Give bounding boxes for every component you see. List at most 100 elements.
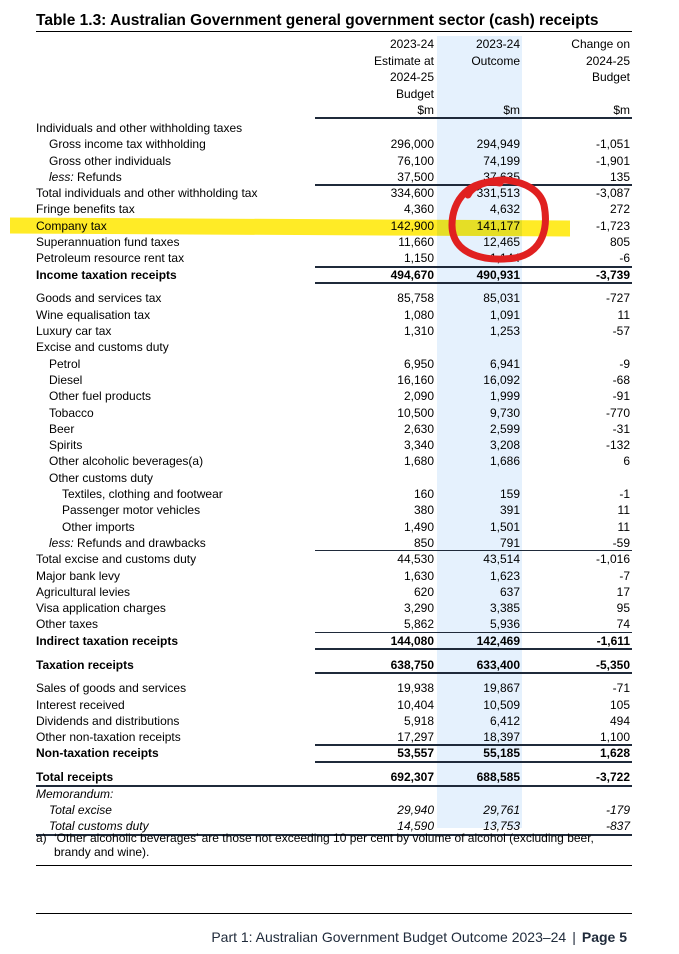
cell-outcome: 16,092 (483, 372, 520, 387)
cell-estimate: 638,750 (390, 657, 434, 672)
header-line: 2023-24 (389, 37, 434, 51)
cell-change: -770 (605, 405, 630, 420)
row-label: Total excise and customs duty (36, 551, 196, 567)
table-header: 2023-24 Estimate at 2024-25 Budget $m 20… (36, 36, 632, 119)
cell-outcome: 331,513 (476, 186, 520, 201)
row-label: Textiles, clothing and footwear (62, 486, 223, 502)
row-label-text: Non-taxation receipts (36, 746, 159, 761)
cell-change: 6 (623, 454, 630, 469)
cell-estimate: 334,600 (390, 186, 434, 201)
table-row: Diesel 16,160 16,092 -68 (36, 372, 632, 388)
row-label: Diesel (49, 372, 82, 388)
cell-change: -837 (605, 819, 630, 834)
row-label-text: Spirits (49, 438, 83, 453)
cell-estimate: 1,310 (403, 324, 434, 339)
cell-outcome: 294,949 (476, 137, 520, 152)
cell-outcome: 1,623 (489, 568, 520, 583)
cell-outcome: 633,400 (476, 657, 520, 672)
table-rule (315, 760, 632, 763)
row-label-text: Luxury car tax (36, 324, 112, 339)
cell-outcome: 1,501 (489, 519, 520, 534)
cell-change: 95 (616, 601, 630, 616)
cell-estimate: 16,160 (397, 372, 434, 387)
row-label-text: Memorandum: (36, 786, 114, 801)
cell-outcome: 85,031 (483, 291, 520, 306)
table-row: Other customs duty (36, 470, 632, 486)
column-header-estimate: 2023-24 Estimate at 2024-25 Budget $m (374, 36, 434, 119)
header-line: 2023-24 (475, 37, 520, 51)
row-label-text: Indirect taxation receipts (36, 633, 179, 648)
cell-change: -132 (605, 438, 630, 453)
row-label: Income taxation receipts (36, 267, 177, 283)
cell-outcome: 791 (499, 535, 520, 550)
cell-change: 1,100 (599, 730, 630, 745)
cell-outcome: 1,686 (489, 454, 520, 469)
row-label: less: Refunds and drawbacks (49, 535, 206, 551)
cell-change: -727 (605, 291, 630, 306)
cell-outcome: 2,599 (489, 421, 520, 436)
cell-change: -71 (612, 681, 630, 696)
footnote: a) ‘Other alcoholic beverages’ are those… (36, 831, 632, 866)
cell-change: 11 (617, 503, 630, 518)
cell-estimate: 1,150 (403, 251, 434, 266)
cell-change: -31 (612, 421, 630, 436)
cell-estimate: 10,404 (397, 697, 434, 712)
table-row: less: Refunds 37,500 37,635 135 (36, 169, 632, 185)
cell-change: -3,087 (595, 186, 630, 201)
table-title: Table 1.3: Australian Government general… (36, 12, 632, 32)
cell-outcome: 18,397 (483, 730, 520, 745)
cell-change: -6 (619, 251, 630, 266)
cell-outcome: 142,469 (476, 633, 520, 648)
table-row: Petrol 6,950 6,941 -9 (36, 356, 632, 372)
cell-estimate: 1,080 (403, 307, 434, 322)
cell-outcome: 1,091 (489, 307, 520, 322)
cell-outcome: 12,465 (483, 235, 520, 250)
row-label-text: Petroleum resource rent tax (36, 251, 185, 266)
cell-outcome: 490,931 (476, 267, 520, 282)
row-label-text: Gross income tax withholding (49, 137, 206, 152)
table-row: Income taxation receipts 494,670 490,931 -3… (36, 265, 632, 285)
row-label-text: Interest received (36, 697, 125, 712)
cell-estimate: 6,950 (403, 356, 434, 371)
row-label-text: Refunds and drawbacks (73, 535, 206, 550)
cell-change: -1,901 (595, 153, 630, 168)
row-label-text: Total receipts (36, 770, 114, 785)
cell-change: 135 (609, 169, 630, 184)
table-row: Superannuation fund taxes 11,660 12,465 805 (36, 234, 632, 250)
row-label: Memorandum: (36, 786, 113, 802)
row-label: Passenger motor vehicles (62, 502, 200, 518)
row-label: Major bank levy (36, 568, 120, 584)
row-label: Wine equalisation tax (36, 307, 150, 323)
row-label-text: Passenger motor vehicles (62, 503, 201, 518)
cell-outcome: 74,199 (483, 153, 520, 168)
table-rule (315, 265, 632, 268)
row-label: Total individuals and other withholding … (36, 185, 257, 201)
cell-outcome: 1,999 (489, 389, 520, 404)
row-label-text: Taxation receipts (36, 657, 134, 672)
header-line: Change on (571, 37, 630, 51)
table-rule (315, 672, 632, 674)
yellow-highlight-annotation (10, 217, 570, 237)
row-label-text: Gross other individuals (49, 153, 172, 168)
cell-change: -1,723 (595, 218, 630, 233)
row-label: Sales of goods and services (36, 680, 186, 696)
row-label-text: Other alcoholic beverages(a) (49, 454, 204, 469)
header-line: 2024-25 (585, 53, 630, 68)
cell-change: -179 (605, 802, 630, 817)
row-label: Taxation receipts (36, 657, 134, 673)
row-label: Non-taxation receipts (36, 745, 159, 761)
table-row: Beer 2,630 2,599 -31 (36, 421, 632, 437)
cell-outcome: 13,753 (483, 819, 520, 834)
cell-outcome: 5,936 (489, 617, 520, 632)
cell-estimate: 5,862 (403, 617, 434, 632)
cell-estimate: 4,360 (403, 202, 434, 217)
cell-change: -5,350 (595, 657, 630, 672)
table-row: Spirits 3,340 3,208 -132 (36, 437, 632, 453)
table-rule (315, 184, 632, 187)
row-label-text: Goods and services tax (36, 291, 162, 306)
cell-estimate: 380 (413, 503, 434, 518)
row-label: Petrol (49, 356, 80, 372)
table-row: Visa application charges 3,290 3,385 95 (36, 600, 632, 616)
table-row: Total receipts 692,307 688,585 -3,722 (36, 769, 632, 787)
row-label: Indirect taxation receipts (36, 633, 178, 649)
